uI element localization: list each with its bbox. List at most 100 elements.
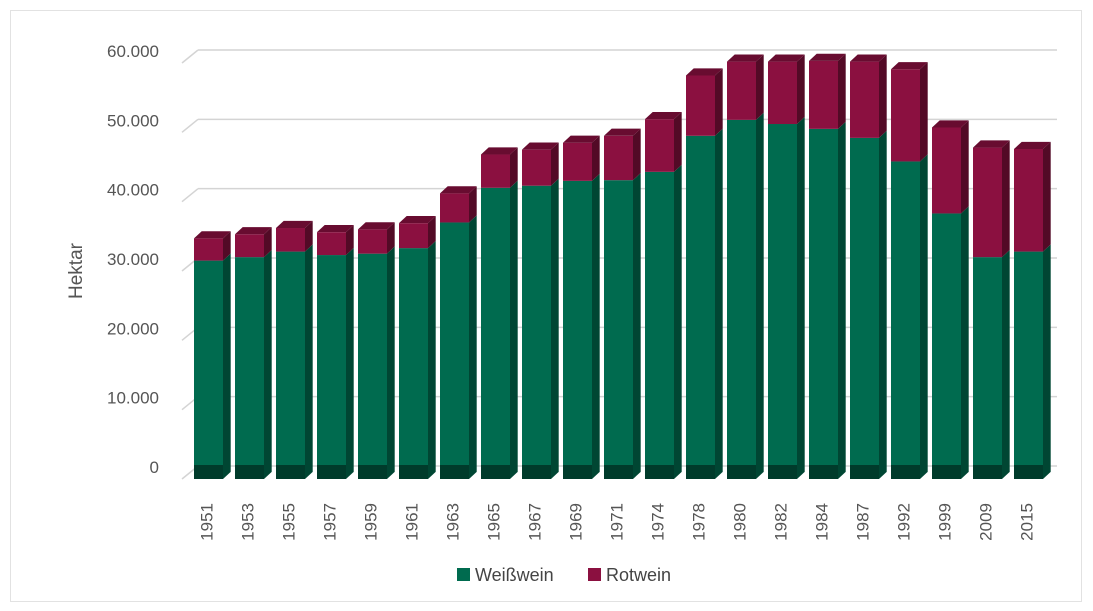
x-tick-label: 1961: [403, 503, 422, 541]
y-tick-label: 0: [150, 458, 159, 477]
x-tick-label: 1959: [362, 503, 381, 541]
bar-weisswein: [809, 128, 838, 479]
bar-rotwein-top: [235, 227, 272, 235]
bar-group: [440, 186, 477, 480]
bar-group: [399, 216, 436, 479]
y-tick-label: 20.000: [107, 319, 159, 338]
legend: Weißwein Rotwein: [457, 565, 671, 585]
bar-rotwein-side: [551, 142, 559, 186]
legend-label-weisswein: Weißwein: [475, 565, 554, 585]
bar-rotwein-top: [973, 140, 1010, 148]
bar-rotwein: [932, 127, 961, 214]
bar-rotwein-top: [481, 147, 518, 155]
bar-rotwein-side: [633, 128, 641, 181]
bar-group: [768, 54, 805, 479]
bar-rotwein-side: [715, 68, 723, 136]
bar-group: [1014, 141, 1051, 479]
y-tick-label: 50.000: [107, 111, 159, 130]
bar-weisswein-side: [756, 112, 764, 479]
bar-weisswein: [604, 180, 633, 479]
bar-rotwein: [645, 119, 674, 172]
bar-group: [809, 53, 846, 479]
bar-rotwein-top: [276, 220, 313, 229]
bar-rotwein: [399, 223, 428, 249]
bar-rotwein: [768, 61, 797, 125]
bar-rotwein-top: [891, 62, 928, 70]
bar-rotwein-side: [920, 62, 928, 162]
bar-rotwein-top: [850, 54, 887, 62]
gridline-diagonal: [181, 188, 199, 203]
bar-rotwein-side: [346, 225, 354, 256]
legend-swatch-weisswein: [457, 568, 470, 581]
bar-group: [522, 142, 559, 479]
bar-weisswein-side: [592, 173, 600, 479]
bar-rotwein-top: [809, 53, 846, 61]
y-tick-label: 30.000: [107, 250, 159, 269]
legend-swatch-rotwein: [588, 568, 601, 581]
x-tick-label: 1974: [649, 503, 668, 541]
x-tick-label: 1971: [608, 503, 627, 541]
y-tick-label: 10.000: [107, 389, 159, 408]
bar-group: [481, 147, 518, 480]
bar-group: [727, 54, 764, 479]
bar-weisswein-side: [305, 244, 313, 479]
bar-group: [932, 120, 969, 479]
bar-rotwein: [891, 69, 920, 162]
x-tick-label: 1999: [936, 503, 955, 541]
bar-weisswein: [1014, 251, 1043, 479]
bar-rotwein-side: [1043, 141, 1051, 252]
bar-weisswein-side: [428, 240, 436, 479]
bar-weisswein: [194, 260, 223, 479]
bar-rotwein-side: [305, 220, 313, 252]
bar-rotwein: [1014, 148, 1043, 252]
bar-group: [235, 227, 272, 479]
bar-weisswein-side: [674, 164, 682, 479]
bar-weisswein-side: [879, 130, 887, 479]
bar-group: [973, 140, 1010, 479]
y-axis-ticks: 0 10.000 20.000 30.000 40.000 50.000 60.000: [107, 42, 159, 477]
x-tick-label: 1992: [895, 503, 914, 541]
x-tick-label: 2015: [1018, 503, 1037, 541]
chart-frame: 0 10.000 20.000 30.000 40.000 50.000 60.000 He…: [10, 10, 1082, 602]
bar-group: [317, 225, 354, 479]
x-tick-label: 2009: [977, 503, 996, 541]
bar-rotwein-side: [879, 54, 887, 138]
bar-group: [686, 68, 723, 480]
bar-weisswein-side: [264, 249, 272, 479]
bar-rotwein-top: [686, 68, 723, 76]
bar-rotwein: [440, 193, 469, 223]
y-tick-label: 60.000: [107, 42, 159, 61]
bar-weisswein-side: [838, 121, 846, 479]
bar-rotwein-top: [1014, 141, 1051, 149]
bar-group: [850, 54, 887, 479]
x-tick-label: 1978: [690, 503, 709, 541]
gridline-diagonal: [181, 118, 199, 133]
bar-group: [194, 231, 231, 479]
x-tick-label: 1982: [772, 503, 791, 541]
bar-rotwein: [604, 135, 633, 181]
bar-rotwein-side: [838, 53, 846, 129]
bar-weisswein-side: [715, 128, 723, 479]
bar-weisswein: [481, 187, 510, 480]
x-tick-label: 1957: [321, 503, 340, 541]
bar-rotwein-top: [727, 54, 764, 62]
bar-weisswein: [850, 137, 879, 479]
bars: [194, 53, 1051, 480]
bar-weisswein-side: [1043, 244, 1051, 479]
bar-rotwein-top: [768, 54, 805, 62]
bar-rotwein-top: [563, 135, 600, 143]
bar-rotwein: [276, 228, 305, 252]
bar-rotwein-side: [756, 54, 764, 120]
bar-rotwein-side: [674, 112, 682, 172]
x-tick-label: 1967: [526, 503, 545, 541]
bar-rotwein-top: [522, 142, 559, 150]
bar-rotwein-top: [194, 231, 231, 239]
bar-rotwein-top: [932, 120, 969, 128]
bar-rotwein: [194, 238, 223, 261]
bar-rotwein-top: [645, 112, 682, 120]
bar-weisswein-side: [961, 206, 969, 479]
bar-weisswein-side: [920, 154, 928, 479]
x-tick-label: 1987: [854, 503, 873, 541]
x-tick-label: 1951: [198, 503, 217, 541]
bar-group: [604, 128, 641, 480]
